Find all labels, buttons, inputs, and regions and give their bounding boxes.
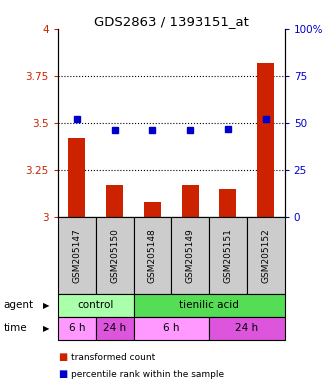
- Bar: [58, 217, 96, 294]
- Text: ■: ■: [58, 369, 67, 379]
- Bar: [133, 317, 209, 340]
- Text: ▶: ▶: [43, 301, 50, 310]
- Bar: [171, 217, 209, 294]
- Bar: [68, 138, 85, 217]
- Text: control: control: [77, 300, 114, 310]
- Text: 24 h: 24 h: [103, 323, 126, 333]
- Text: time: time: [3, 323, 27, 333]
- Text: 24 h: 24 h: [235, 323, 259, 333]
- Text: percentile rank within the sample: percentile rank within the sample: [71, 370, 224, 379]
- Text: agent: agent: [3, 300, 33, 310]
- Text: ■: ■: [58, 352, 67, 362]
- Bar: [209, 317, 285, 340]
- Text: GSM205151: GSM205151: [223, 228, 232, 283]
- Bar: [106, 185, 123, 217]
- Bar: [209, 217, 247, 294]
- Text: tienilic acid: tienilic acid: [179, 300, 239, 310]
- Text: GSM205148: GSM205148: [148, 228, 157, 283]
- Bar: [247, 217, 285, 294]
- Bar: [182, 185, 199, 217]
- Bar: [257, 63, 274, 217]
- Bar: [96, 317, 133, 340]
- Bar: [144, 202, 161, 217]
- Bar: [58, 294, 133, 317]
- Bar: [219, 189, 236, 217]
- Text: GSM205150: GSM205150: [110, 228, 119, 283]
- Text: 6 h: 6 h: [69, 323, 85, 333]
- Text: 6 h: 6 h: [163, 323, 179, 333]
- Bar: [58, 317, 96, 340]
- Title: GDS2863 / 1393151_at: GDS2863 / 1393151_at: [94, 15, 249, 28]
- Text: ▶: ▶: [43, 324, 50, 333]
- Bar: [133, 294, 285, 317]
- Text: transformed count: transformed count: [71, 353, 156, 362]
- Text: GSM205152: GSM205152: [261, 228, 270, 283]
- Bar: [133, 217, 171, 294]
- Text: GSM205149: GSM205149: [186, 228, 195, 283]
- Text: GSM205147: GSM205147: [72, 228, 81, 283]
- Bar: [96, 217, 133, 294]
